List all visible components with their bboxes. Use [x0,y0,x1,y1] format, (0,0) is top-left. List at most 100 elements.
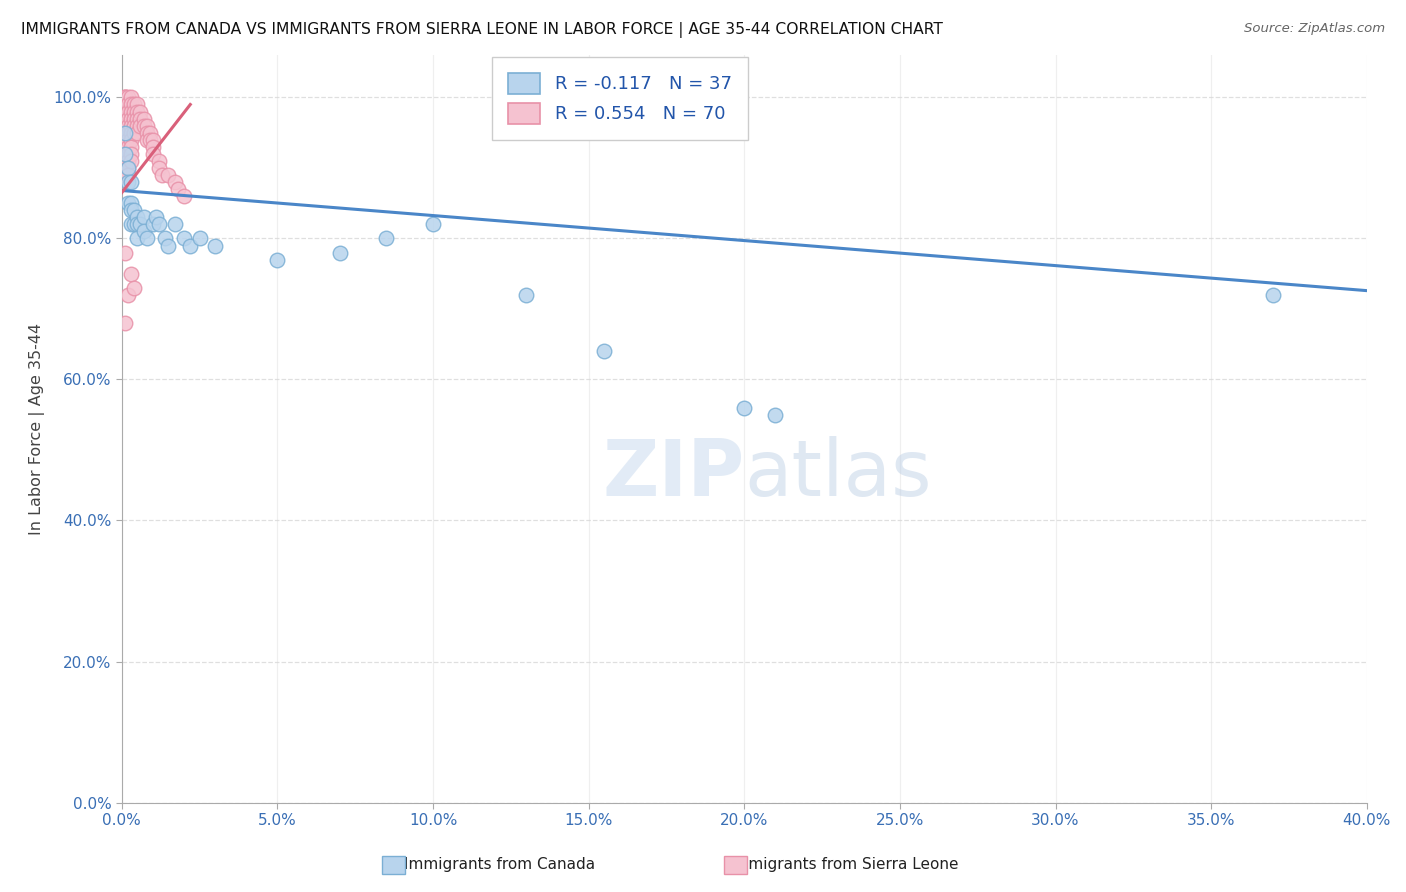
Text: Immigrants from Sierra Leone: Immigrants from Sierra Leone [728,857,959,872]
Point [188,231,211,245]
Text: Source: ZipAtlas.com: Source: ZipAtlas.com [1244,22,1385,36]
Point [135,119,157,133]
Point [114,133,136,147]
Point [117,133,139,147]
Point [117,153,139,168]
Point [117,196,139,211]
Point [120,175,142,189]
Point [204,238,226,252]
Point [114,140,136,154]
Text: IMMIGRANTS FROM CANADA VS IMMIGRANTS FROM SIERRA LEONE IN LABOR FORCE | AGE 35-4: IMMIGRANTS FROM CANADA VS IMMIGRANTS FRO… [21,22,943,38]
Point [150,168,173,182]
Point [127,126,149,140]
Point [129,218,152,232]
Point [117,161,139,175]
Point [145,211,167,225]
Point [114,153,136,168]
Point [132,112,155,126]
Point [117,112,139,126]
Point [129,104,152,119]
Point [139,133,162,147]
Text: ZIP: ZIP [602,435,744,512]
Point [114,168,136,182]
Point [129,119,152,133]
Point [117,161,139,175]
Point [120,126,142,140]
Text: Immigrants from Canada: Immigrants from Canada [404,857,595,872]
Point [127,97,149,112]
Point [422,218,444,232]
Point [120,140,142,154]
Point [117,126,139,140]
Point [114,146,136,161]
Point [117,90,139,104]
Point [173,231,195,245]
Point [135,126,157,140]
Point [122,218,145,232]
Point [114,90,136,104]
Point [117,140,139,154]
Point [120,153,142,168]
Point [135,133,157,147]
Point [127,119,149,133]
Point [114,90,136,104]
Point [120,133,142,147]
Point [117,104,139,119]
Point [142,133,165,147]
Point [515,288,537,302]
Point [157,168,180,182]
Point [122,119,145,133]
Point [135,231,157,245]
Point [142,140,165,154]
Point [122,281,145,295]
Point [117,168,139,182]
Point [122,104,145,119]
Point [127,104,149,119]
Point [114,119,136,133]
Point [179,238,201,252]
Point [114,104,136,119]
Point [733,401,755,415]
Point [122,97,145,112]
Point [132,119,155,133]
Point [114,97,136,112]
Point [593,344,616,359]
Point [173,189,195,203]
Point [117,146,139,161]
Y-axis label: In Labor Force | Age 35-44: In Labor Force | Age 35-44 [30,323,45,535]
Point [127,112,149,126]
Point [163,218,186,232]
Point [117,288,139,302]
Text: atlas: atlas [744,435,932,512]
Point [114,126,136,140]
Point [120,90,142,104]
Point [120,104,142,119]
Point [166,182,188,196]
Point [120,218,142,232]
Point [127,231,149,245]
Point [122,126,145,140]
Point [117,97,139,112]
Point [122,203,145,218]
Point [114,146,136,161]
Point [114,90,136,104]
Point [129,112,152,126]
Point [114,161,136,175]
Point [120,203,142,218]
Legend: R = -0.117   N = 37, R = 0.554   N = 70: R = -0.117 N = 37, R = 0.554 N = 70 [492,57,748,140]
Point [148,153,170,168]
Point [142,146,165,161]
Point [114,112,136,126]
Point [765,408,787,422]
Point [117,119,139,133]
Point [127,211,149,225]
Point [163,175,186,189]
Point [114,245,136,260]
Point [266,252,288,267]
Point [120,196,142,211]
Point [148,161,170,175]
Point [375,231,398,245]
Point [329,245,352,260]
Point [132,211,155,225]
Point [114,316,136,330]
